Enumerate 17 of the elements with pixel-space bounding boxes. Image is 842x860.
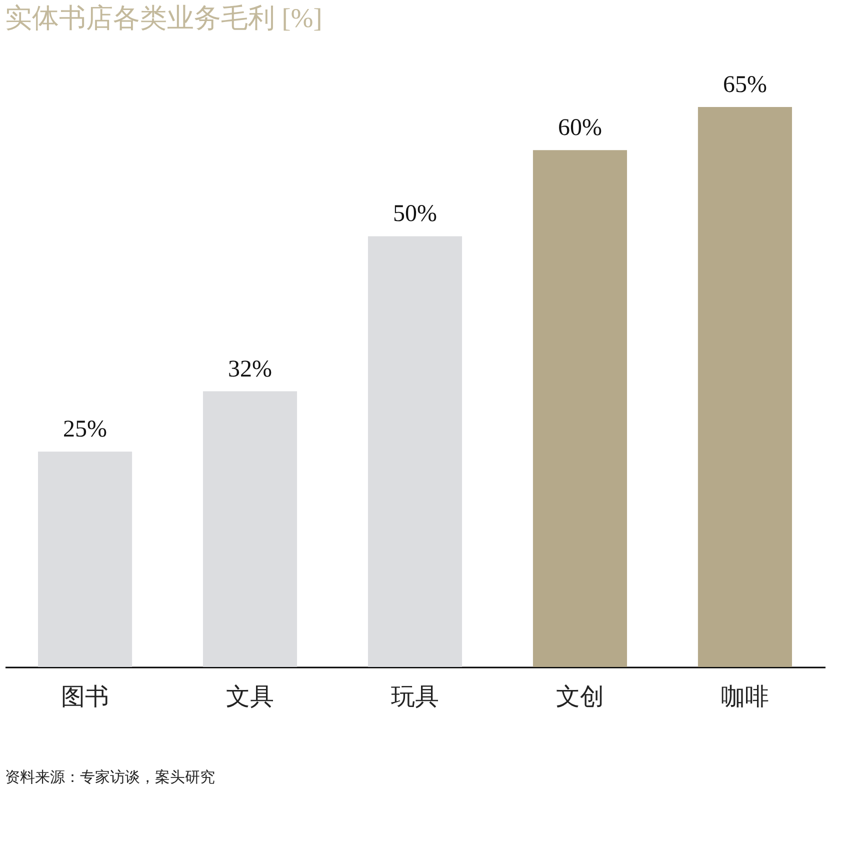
bar — [698, 107, 792, 667]
x-tick-label: 玩具 — [391, 684, 439, 710]
x-tick-label: 文创 — [556, 684, 604, 710]
x-tick-label: 文具 — [226, 684, 274, 710]
data-label: 60% — [558, 115, 602, 142]
bar — [38, 452, 132, 667]
x-tick-label: 图书 — [61, 684, 110, 710]
data-label: 65% — [722, 72, 767, 98]
x-tick-label: 咖啡 — [720, 684, 769, 710]
data-label: 32% — [228, 356, 272, 382]
bar — [532, 150, 628, 667]
text: 资料来源：专家访谈，案头研究 — [5, 768, 215, 786]
chart-title: 实体书店各类业务毛利 [%] — [5, 3, 322, 33]
data-label: 25% — [63, 416, 108, 443]
bar — [368, 236, 462, 667]
bar — [202, 391, 298, 667]
data-label: 50% — [393, 201, 437, 228]
